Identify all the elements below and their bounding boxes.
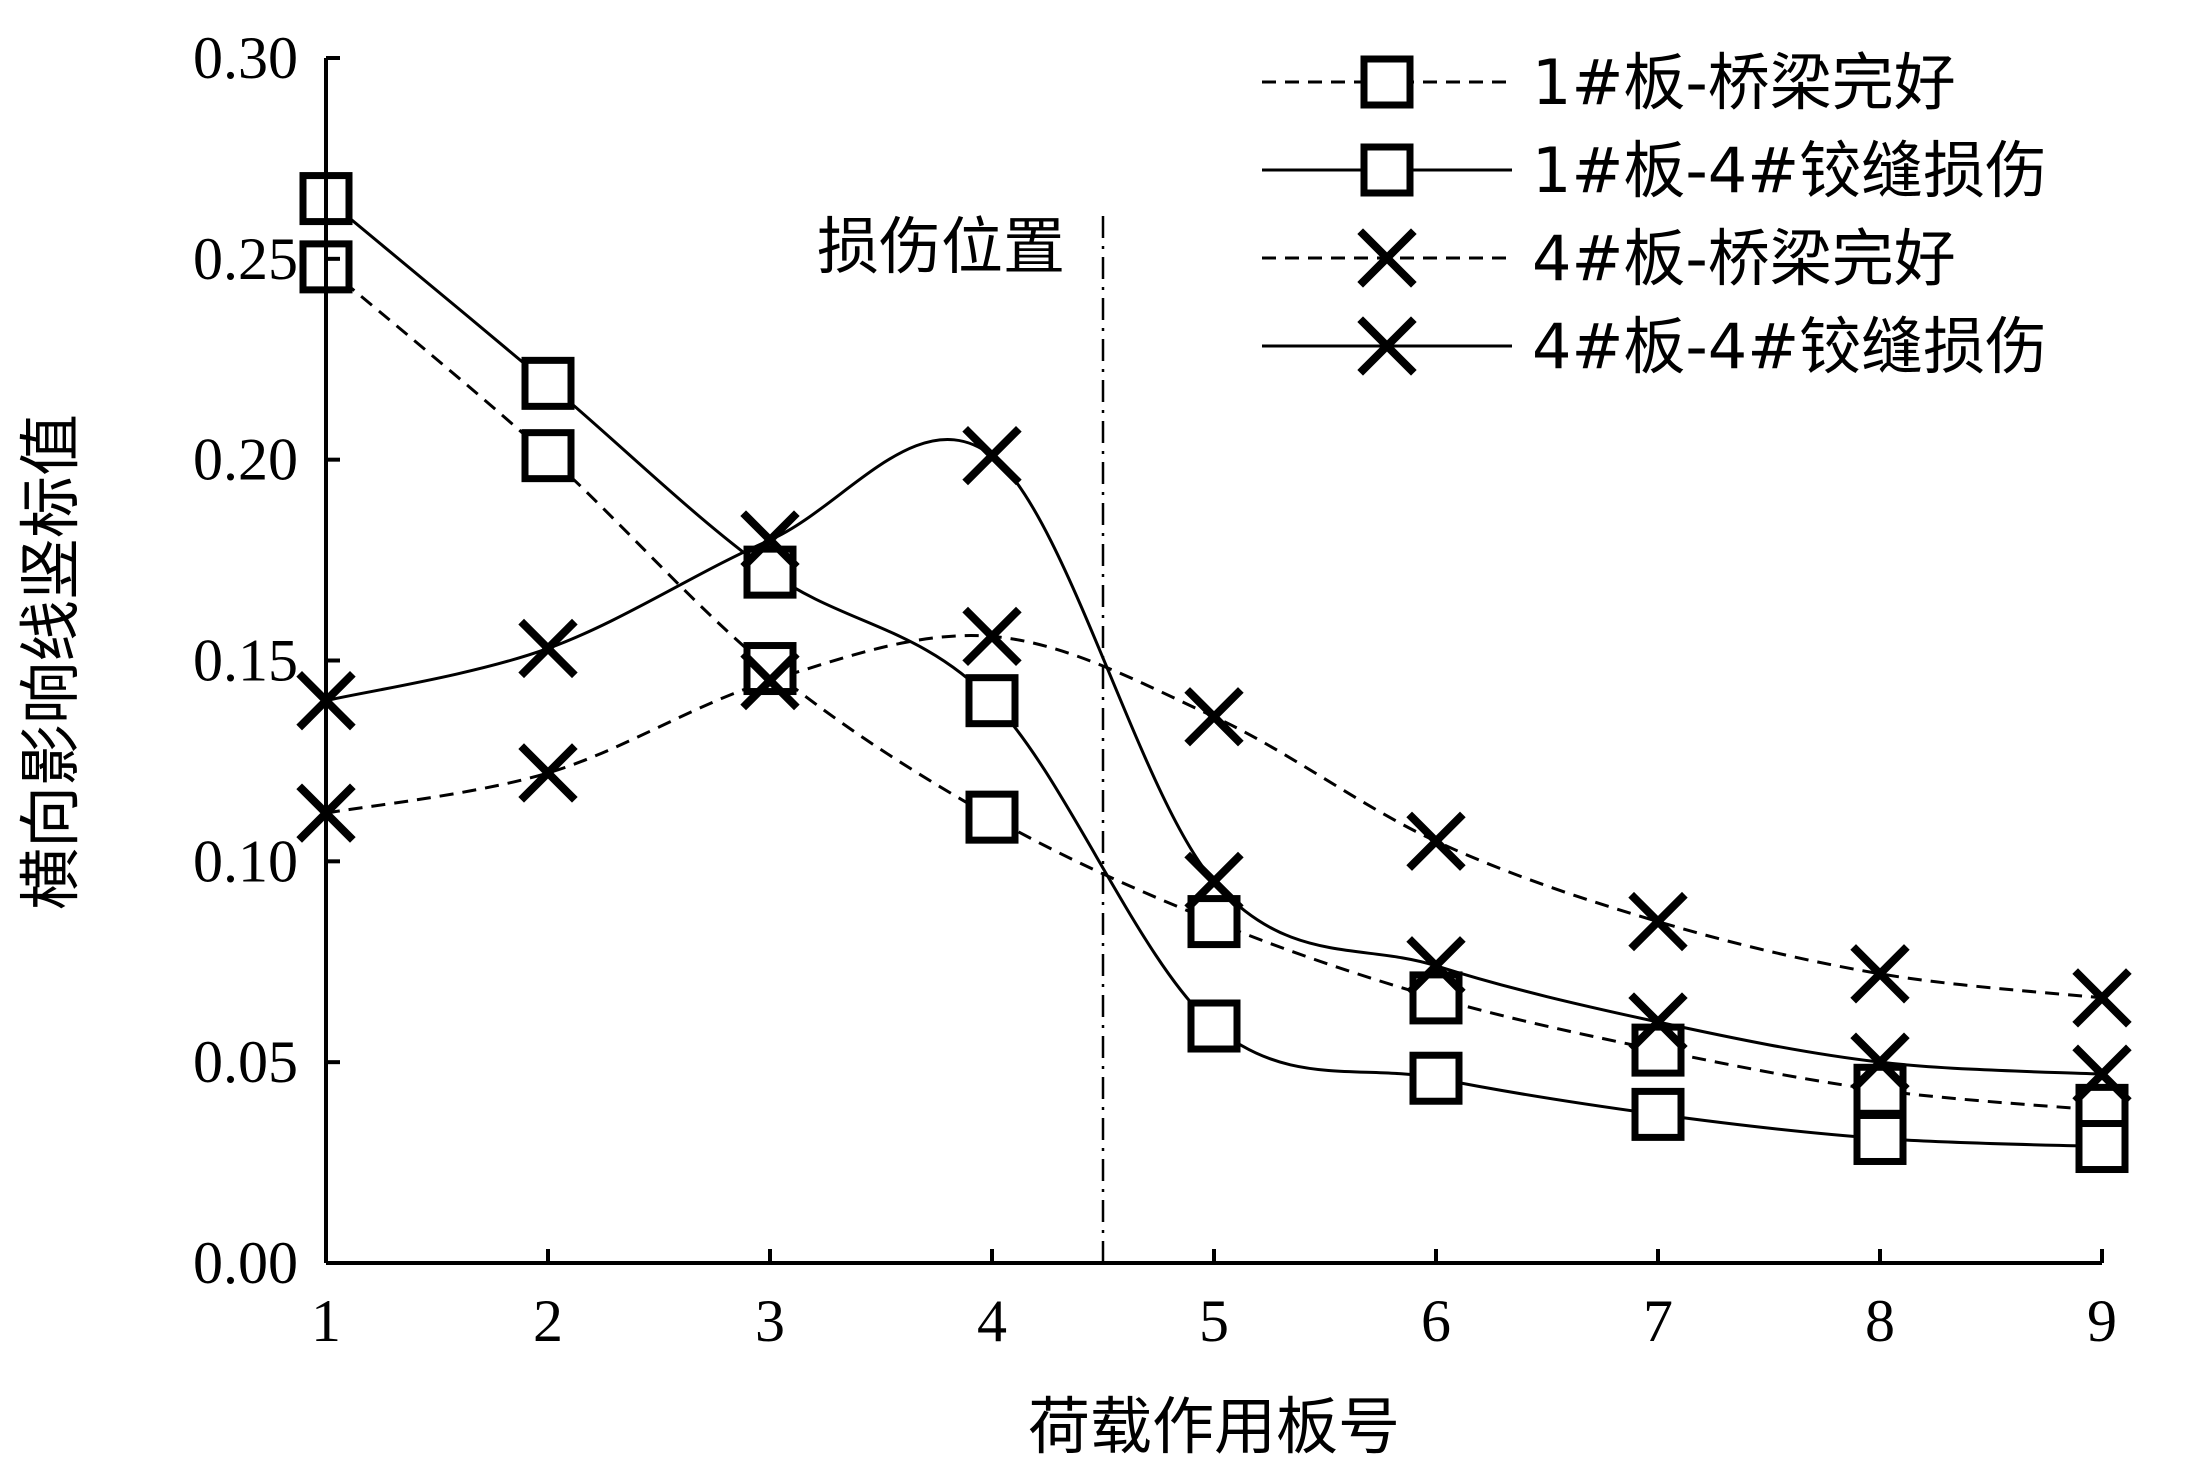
legend-label-3: 4#板-桥梁完好 <box>1532 222 1956 295</box>
data-point-s1-4 <box>965 790 1019 844</box>
legend-marker-4 <box>1357 316 1417 376</box>
x-marker-stroke <box>1628 992 1688 1052</box>
legend: 1#板-桥梁完好 1#板-4#铰缝损伤 4#板-桥梁完好 4#板-4#铰缝损伤 <box>1262 46 2047 383</box>
y-tick-label: 0.05 <box>193 1029 298 1095</box>
data-point-s4-8 <box>1850 1032 1910 1092</box>
x-marker-stroke <box>518 618 578 679</box>
x-marker-stroke <box>1184 687 1244 747</box>
x-marker-stroke <box>1357 228 1417 288</box>
y-tick-label: 0.20 <box>193 427 298 493</box>
y-tick-label: 0.25 <box>193 226 298 292</box>
y-tick-label: 0.00 <box>193 1230 298 1296</box>
x-marker-stroke <box>2072 1044 2132 1104</box>
x-marker-stroke <box>962 425 1022 486</box>
x-tick-label: 9 <box>2087 1288 2117 1354</box>
legend-label-4: 4#板-4#铰缝损伤 <box>1532 310 2047 383</box>
x-tick-label: 4 <box>977 1288 1007 1354</box>
data-point-s3-4 <box>962 606 1022 667</box>
x-tick-label: 3 <box>755 1288 785 1354</box>
data-point-s4-4 <box>962 425 1022 486</box>
data-point-s3-2 <box>518 743 578 803</box>
data-point-s2-2 <box>521 356 575 410</box>
x-tick-label: 8 <box>1865 1288 1895 1354</box>
x-tick-label: 2 <box>533 1288 563 1354</box>
data-point-s2-7 <box>1631 1087 1685 1141</box>
data-point-s4-2 <box>518 618 578 679</box>
x-marker-stroke <box>1406 811 1466 871</box>
series-line-1 <box>325 265 2103 1112</box>
y-tick-label: 0.15 <box>193 628 298 694</box>
y-axis-label: 横向影响线竖标值 <box>14 414 87 910</box>
y-tick-label: 0.10 <box>193 828 298 894</box>
x-marker-stroke <box>1357 316 1417 376</box>
data-point-s3-9 <box>2072 968 2132 1028</box>
x-marker-stroke <box>740 510 800 570</box>
x-axis-label: 荷载作用板号 <box>1028 1390 1400 1463</box>
data-point-s2-9 <box>2075 1120 2129 1174</box>
x-marker-stroke <box>1850 1032 1910 1092</box>
data-point-s3-6 <box>1406 811 1466 871</box>
x-marker-stroke <box>1850 944 1910 1004</box>
data-point-s2-5 <box>1187 999 1241 1053</box>
x-tick-label: 5 <box>1199 1288 1229 1354</box>
x-marker-stroke <box>1628 891 1688 952</box>
data-point-s2-8 <box>1853 1111 1907 1165</box>
data-point-s3-7 <box>1628 891 1688 952</box>
data-point-s4-9 <box>2072 1044 2132 1104</box>
series-line-2 <box>325 197 2103 1149</box>
legend-marker-1 <box>1360 55 1414 109</box>
x-marker-stroke <box>2072 968 2132 1028</box>
x-tick-label: 6 <box>1421 1288 1451 1354</box>
x-marker-stroke <box>962 606 1022 667</box>
x-marker-stroke <box>518 743 578 803</box>
x-marker-stroke <box>740 650 800 711</box>
y-tick-label: 0.30 <box>193 25 298 91</box>
legend-label-1: 1#板-桥梁完好 <box>1532 46 1956 119</box>
data-point-s2-6 <box>1409 1051 1463 1105</box>
data-point-s1-2 <box>521 429 575 483</box>
x-marker-stroke <box>1406 936 1466 996</box>
data-point-s4-6 <box>1406 936 1466 996</box>
data-point-s3-8 <box>1850 944 1910 1004</box>
x-tick-label: 7 <box>1643 1288 1673 1354</box>
damage-position-label: 损伤位置 <box>817 210 1065 283</box>
data-point-s4-5 <box>1184 851 1244 912</box>
data-point-s3-5 <box>1184 687 1244 747</box>
x-marker-stroke <box>1184 851 1244 912</box>
data-point-s4-3 <box>740 510 800 570</box>
axes: 1 2 3 4 5 6 7 8 9 0.00 0.05 0.10 0.15 0.20 0.25 0.30 <box>193 25 2117 1354</box>
series-line-4 <box>325 438 2103 1076</box>
data-point-s4-7 <box>1628 992 1688 1052</box>
data-point-s2-4 <box>965 674 1019 728</box>
x-tick-label: 1 <box>311 1288 341 1354</box>
legend-marker-3 <box>1357 228 1417 288</box>
data-point-s3-3 <box>740 650 800 711</box>
legend-marker-2 <box>1360 143 1414 197</box>
legend-label-2: 1#板-4#铰缝损伤 <box>1532 134 2047 207</box>
data-point-s1-5 <box>1187 895 1241 949</box>
damage-annotation: 损伤位置 <box>817 208 1105 1263</box>
